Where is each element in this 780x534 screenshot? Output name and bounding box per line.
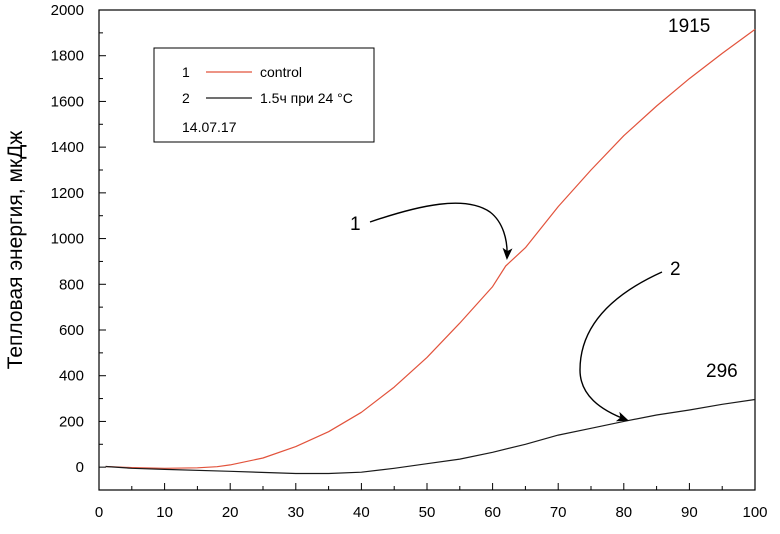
x-tick-label: 30 — [287, 504, 304, 521]
x-tick-label: 40 — [353, 504, 370, 521]
callout-label-series-2: 2 — [670, 259, 681, 280]
y-tick-label: 0 — [76, 459, 84, 476]
series-line-1 — [105, 28, 756, 469]
y-axis-label: Тепловая энергия, мкДж — [4, 131, 27, 370]
legend-label-2: 1.5ч при 24 °C — [260, 90, 353, 106]
end-label-series-2: 296 — [706, 361, 738, 382]
x-tick-label: 20 — [222, 504, 239, 521]
x-tick-label: 100 — [742, 504, 767, 521]
x-tick-label: 80 — [615, 504, 632, 521]
y-axis-ticks: 0 200 400 600 800 1000 1200 1400 1600 1800 2000 — [51, 2, 106, 476]
y-tick-label: 400 — [59, 368, 84, 385]
callout-arrow-series-1 — [369, 202, 513, 260]
y-tick-label: 600 — [59, 322, 84, 339]
legend-index-1: 1 — [182, 64, 190, 80]
legend-note-date: 14.07.17 — [182, 119, 237, 135]
legend-label-1: control — [260, 64, 302, 80]
y-tick-label: 1400 — [51, 139, 84, 156]
y-tick-label: 2000 — [51, 2, 84, 19]
end-label-series-1: 1915 — [668, 16, 710, 37]
y-tick-label: 200 — [59, 413, 84, 430]
series-layer — [105, 28, 756, 475]
x-tick-label: 70 — [550, 504, 567, 521]
series-line-2 — [105, 398, 756, 475]
legend-index-2: 2 — [182, 90, 190, 106]
x-tick-label: 10 — [156, 504, 173, 521]
x-tick-label: 60 — [484, 504, 501, 521]
callout-label-series-1: 1 — [350, 214, 361, 235]
x-tick-label: 0 — [95, 504, 103, 521]
x-tick-label: 90 — [681, 504, 698, 521]
x-tick-label: 50 — [419, 504, 436, 521]
legend: 1 control 2 1.5ч при 24 °C 14.07.17 — [153, 47, 375, 143]
x-axis-ticks: 0 10 20 30 40 50 60 70 80 90 100 — [95, 483, 768, 521]
y-tick-label: 800 — [59, 276, 84, 293]
legend-box — [153, 47, 375, 143]
y-tick-label: 1200 — [51, 185, 84, 202]
callout-arrow-series-2 — [579, 271, 663, 422]
y-tick-label: 1800 — [51, 48, 84, 65]
y-tick-label: 1600 — [51, 93, 84, 110]
y-tick-label: 1000 — [51, 231, 84, 248]
